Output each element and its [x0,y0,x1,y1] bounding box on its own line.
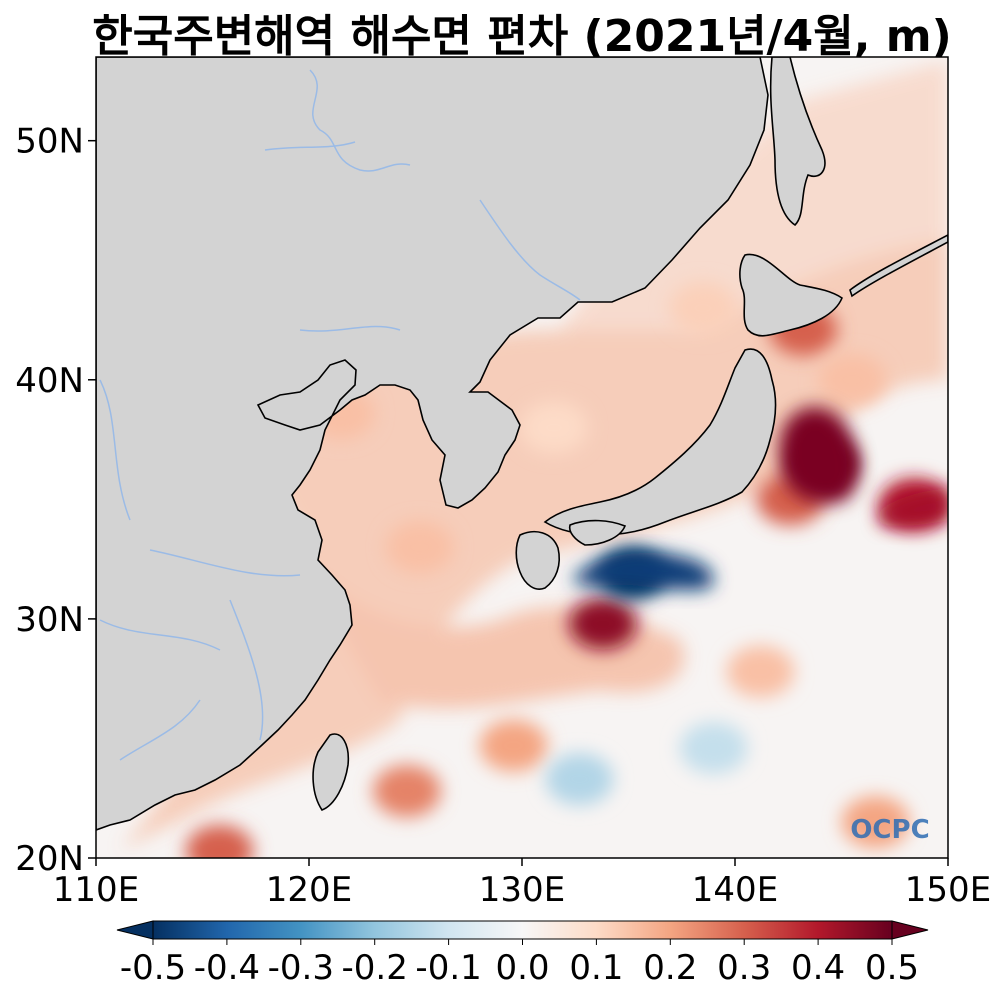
colorbar-tick-label: -0.4 [194,948,260,988]
kyushu-island [515,531,561,590]
colorbar-tick-label: 0.2 [643,948,697,988]
colorbar: -0.5 -0.4 -0.3 -0.2 -0.1 0.0 0.1 0.2 0.3 0.4 0.5 [116,920,929,988]
anomaly-blob-7 [372,765,441,818]
colorbar-tick-label: -0.5 [120,948,186,988]
lon-tick-label: 120E [266,870,352,910]
lon-tick-label: 140E [692,870,778,910]
lon-tick-label: 150E [905,870,991,910]
anomaly-blob-12 [841,796,910,849]
rivers [99,69,581,761]
ocpc-logo: OCPC [850,815,929,845]
lat-tick-label: 50N [15,122,84,162]
colorbar-max-extend [891,920,929,940]
lon-tick-label: 130E [479,870,565,910]
anomaly-blob-17 [669,282,738,335]
anomaly-blob-16 [519,401,588,454]
anomaly-blob-10 [545,753,614,806]
colorbar-tick-label: 0.1 [569,948,623,988]
land-masses [96,57,948,831]
colorbar-min-extend [116,920,154,940]
taiwan-island [312,733,350,811]
kuroshio-negative-anomaly [572,552,714,590]
anomaly-blob-2 [568,597,637,650]
colorbar-bar [152,920,893,940]
anomaly-blob-13 [726,645,795,698]
ocpc-logo-text: OCPC [850,815,929,845]
kuril-islands [849,234,948,298]
colorbar-tick-label: -0.2 [342,948,408,988]
hokkaido-island [739,253,843,337]
anomaly-blob-8 [185,824,254,858]
shikoku-island [568,519,627,546]
anomaly-blob-15 [385,521,454,574]
colorbar-tick-label: 0.0 [495,948,549,988]
anomaly-features [185,282,948,858]
colorbar-tick-label: 0.4 [791,948,845,988]
colorbar-tick-label: 0.5 [865,948,919,988]
lon-tick-label: 110E [53,870,139,910]
colorbar-tick-label: -0.1 [415,948,481,988]
lat-tick-label: 40N [15,361,84,401]
lat-tick-label: 30N [15,600,84,640]
map-title: 한국주변해역 해수면 편차 (2021년/4월, m) [92,11,952,62]
anomaly-blob-11 [679,722,748,775]
colorbar-tick-label: 0.3 [717,948,771,988]
axis-ticks: 110E 120E 130E 140E 150E 20N 30N 40N 50N [15,122,991,910]
lat-tick-label: 20N [15,839,84,879]
kuroshio-positive-anomaly [779,406,858,504]
anomaly-blob-9 [479,719,548,772]
east-positive-band [880,488,948,526]
colorbar-tick-label: -0.3 [268,948,334,988]
anomaly-blob-6 [818,353,887,406]
asian-continent-land [96,57,769,831]
sakhalin-island [769,57,826,227]
